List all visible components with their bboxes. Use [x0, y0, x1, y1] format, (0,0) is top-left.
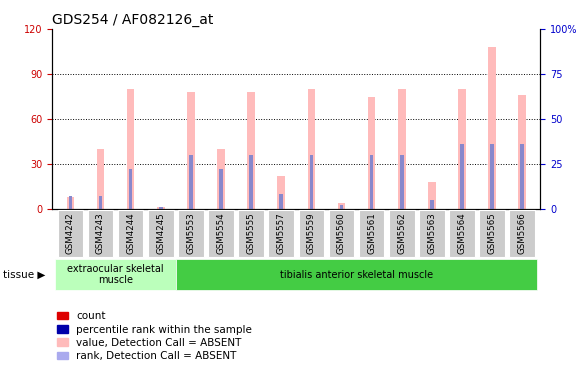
Bar [370, 155, 374, 209]
Text: extraocular skeletal
muscle: extraocular skeletal muscle [67, 264, 164, 285]
FancyBboxPatch shape [359, 210, 385, 257]
FancyBboxPatch shape [88, 210, 113, 257]
Bar [489, 47, 496, 209]
FancyBboxPatch shape [268, 210, 294, 257]
Bar [368, 97, 375, 209]
Bar [279, 194, 283, 209]
FancyBboxPatch shape [449, 210, 475, 257]
Bar [248, 92, 255, 209]
Bar [278, 176, 285, 209]
Text: GSM4242: GSM4242 [66, 212, 75, 254]
Text: GSM5559: GSM5559 [307, 213, 316, 254]
Text: GSM5557: GSM5557 [277, 212, 286, 254]
FancyBboxPatch shape [299, 210, 324, 257]
Text: GSM4243: GSM4243 [96, 212, 105, 254]
Bar [428, 182, 436, 209]
Bar [458, 89, 466, 209]
Bar [460, 144, 464, 209]
Bar [518, 95, 526, 209]
Bar [217, 149, 225, 209]
FancyBboxPatch shape [55, 259, 176, 290]
FancyBboxPatch shape [389, 210, 415, 257]
Bar [187, 92, 195, 209]
FancyBboxPatch shape [176, 259, 537, 290]
Bar [249, 155, 253, 209]
Text: GSM5563: GSM5563 [428, 212, 436, 254]
Bar [127, 89, 134, 209]
Bar [398, 89, 406, 209]
FancyBboxPatch shape [118, 210, 144, 257]
Bar [67, 197, 74, 209]
Text: GSM4245: GSM4245 [156, 212, 165, 254]
Bar [430, 200, 433, 209]
Text: GDS254 / AF082126_at: GDS254 / AF082126_at [52, 13, 214, 27]
Bar [157, 207, 164, 209]
Bar [99, 196, 102, 209]
Bar [338, 203, 345, 209]
Text: GSM5566: GSM5566 [518, 212, 527, 254]
Text: GSM5553: GSM5553 [187, 212, 195, 254]
Text: GSM4244: GSM4244 [126, 212, 135, 254]
Bar [219, 169, 223, 209]
Bar [189, 155, 193, 209]
Bar [400, 155, 404, 209]
Bar [310, 155, 313, 209]
Bar [521, 144, 524, 209]
Bar [307, 89, 315, 209]
Bar [159, 207, 163, 209]
FancyBboxPatch shape [479, 210, 505, 257]
Text: tissue ▶: tissue ▶ [3, 269, 45, 280]
Bar [69, 196, 72, 209]
Text: GSM5565: GSM5565 [487, 212, 497, 254]
FancyBboxPatch shape [148, 210, 174, 257]
Text: GSM5564: GSM5564 [457, 212, 467, 254]
Text: GSM5555: GSM5555 [246, 212, 256, 254]
FancyBboxPatch shape [510, 210, 535, 257]
Text: GSM5554: GSM5554 [217, 212, 225, 254]
Bar [490, 144, 494, 209]
FancyBboxPatch shape [208, 210, 234, 257]
FancyBboxPatch shape [58, 210, 83, 257]
FancyBboxPatch shape [178, 210, 204, 257]
Text: GSM5560: GSM5560 [337, 212, 346, 254]
Text: tibialis anterior skeletal muscle: tibialis anterior skeletal muscle [280, 269, 433, 280]
Text: GSM5561: GSM5561 [367, 212, 376, 254]
Legend: count, percentile rank within the sample, value, Detection Call = ABSENT, rank, : count, percentile rank within the sample… [58, 311, 252, 361]
Bar [340, 205, 343, 209]
Text: GSM5562: GSM5562 [397, 212, 406, 254]
Bar [129, 169, 132, 209]
Bar [96, 149, 104, 209]
FancyBboxPatch shape [238, 210, 264, 257]
FancyBboxPatch shape [419, 210, 444, 257]
FancyBboxPatch shape [329, 210, 354, 257]
